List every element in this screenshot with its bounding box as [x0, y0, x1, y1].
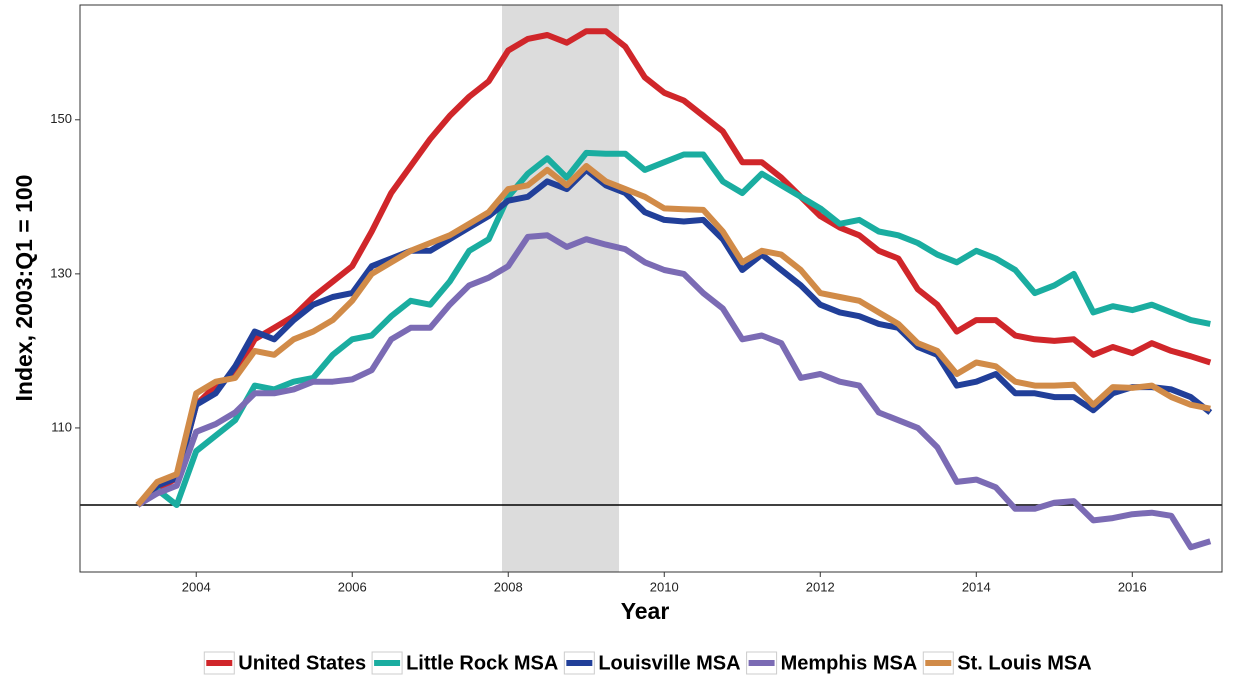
- legend-label: Memphis MSA: [781, 652, 918, 674]
- series-line: [135, 28, 1212, 508]
- legend-label: Louisville MSA: [598, 652, 740, 674]
- x-tick-label: 2014: [962, 579, 991, 594]
- series-line: [135, 163, 1211, 507]
- x-tick-label: 2016: [1118, 579, 1147, 594]
- x-tick-label: 2012: [806, 579, 835, 594]
- y-tick-label: 130: [50, 265, 72, 280]
- y-tick-label: 150: [50, 111, 72, 126]
- x-axis-label: Year: [621, 598, 670, 624]
- legend-label: Little Rock MSA: [406, 652, 558, 674]
- series-line: [135, 166, 1213, 508]
- shaded-region: [502, 5, 620, 572]
- series-line: [136, 232, 1212, 551]
- x-tick-label: 2004: [182, 579, 211, 594]
- legend-label: St. Louis MSA: [957, 652, 1091, 674]
- y-tick-label: 110: [51, 419, 72, 434]
- x-tick-label: 2006: [338, 579, 367, 594]
- x-tick-label: 2010: [650, 579, 679, 594]
- series-line: [135, 149, 1211, 508]
- legend: United States Little Rock MSA Louisville M…: [203, 651, 1092, 675]
- x-tick-label: 2008: [494, 579, 523, 594]
- plot-frame: [79, 4, 1223, 573]
- legend-label: United States: [238, 652, 366, 674]
- y-axis-label: Index, 2003:Q1 = 100: [11, 175, 37, 402]
